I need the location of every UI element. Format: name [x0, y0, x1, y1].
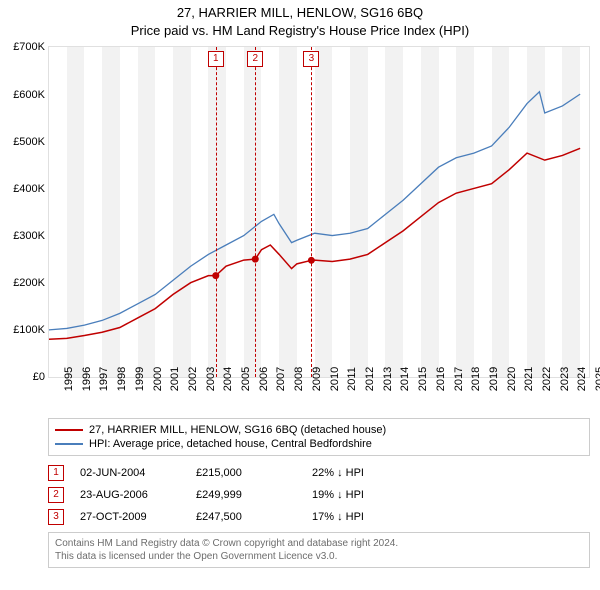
event-price: £247,500: [196, 511, 296, 523]
event-price: £215,000: [196, 467, 296, 479]
legend-label: HPI: Average price, detached house, Cent…: [89, 438, 372, 450]
y-tick-label: £500K: [13, 136, 45, 148]
event-row: 3 27-OCT-2009 £247,500 17% ↓ HPI: [48, 506, 590, 528]
legend-row: HPI: Average price, detached house, Cent…: [55, 437, 583, 451]
event-delta: 19% ↓ HPI: [312, 489, 412, 501]
event-delta: 17% ↓ HPI: [312, 511, 412, 523]
event-number-box: 2: [48, 487, 64, 503]
y-tick-label: £600K: [13, 89, 45, 101]
series-hpi: [49, 92, 580, 330]
event-row: 2 23-AUG-2006 £249,999 19% ↓ HPI: [48, 484, 590, 506]
footer-line-1: Contains HM Land Registry data © Crown c…: [55, 537, 583, 550]
event-row: 1 02-JUN-2004 £215,000 22% ↓ HPI: [48, 462, 590, 484]
event-delta: 22% ↓ HPI: [312, 467, 412, 479]
title-block: 27, HARRIER MILL, HENLOW, SG16 6BQ Price…: [0, 0, 600, 40]
price-chart: £0£100K£200K£300K£400K£500K£600K£700K199…: [48, 46, 590, 378]
y-tick-label: £200K: [13, 277, 45, 289]
event-marker-box: 3: [303, 51, 319, 67]
y-tick-label: £100K: [13, 324, 45, 336]
events-table: 1 02-JUN-2004 £215,000 22% ↓ HPI 2 23-AUG-200…: [48, 462, 590, 528]
title-address: 27, HARRIER MILL, HENLOW, SG16 6BQ: [0, 4, 600, 22]
plot-svg: [49, 47, 589, 377]
event-date: 27-OCT-2009: [80, 511, 180, 523]
title-subtitle: Price paid vs. HM Land Registry's House …: [0, 22, 600, 40]
event-number-box: 1: [48, 465, 64, 481]
event-date: 23-AUG-2006: [80, 489, 180, 501]
footer-line-2: This data is licensed under the Open Gov…: [55, 550, 583, 563]
chart-container: 27, HARRIER MILL, HENLOW, SG16 6BQ Price…: [0, 0, 600, 590]
footer-attribution: Contains HM Land Registry data © Crown c…: [48, 532, 590, 568]
series-property: [49, 149, 580, 340]
legend-swatch: [55, 443, 83, 445]
y-tick-label: £0: [33, 371, 45, 383]
y-tick-label: £300K: [13, 230, 45, 242]
legend: 27, HARRIER MILL, HENLOW, SG16 6BQ (deta…: [48, 418, 590, 456]
legend-swatch: [55, 429, 83, 431]
event-date: 02-JUN-2004: [80, 467, 180, 479]
x-tick-label: 2025: [580, 367, 600, 391]
legend-label: 27, HARRIER MILL, HENLOW, SG16 6BQ (deta…: [89, 424, 386, 436]
event-marker-box: 1: [208, 51, 224, 67]
event-marker-box: 2: [247, 51, 263, 67]
event-price: £249,999: [196, 489, 296, 501]
event-number-box: 3: [48, 509, 64, 525]
legend-row: 27, HARRIER MILL, HENLOW, SG16 6BQ (deta…: [55, 423, 583, 437]
y-tick-label: £400K: [13, 183, 45, 195]
y-tick-label: £700K: [13, 41, 45, 53]
